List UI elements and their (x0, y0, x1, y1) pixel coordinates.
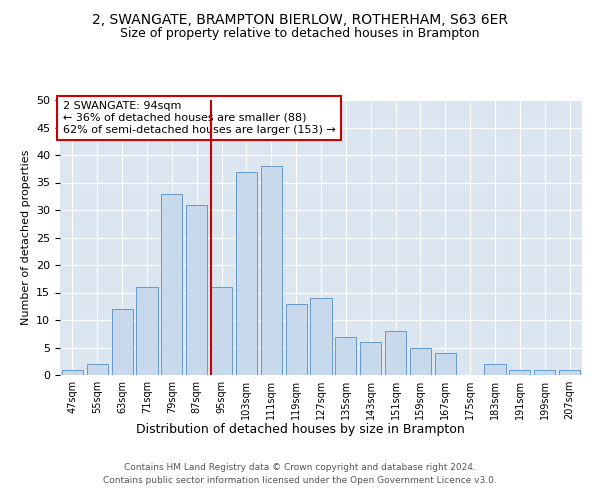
Bar (335, 336, 356, 375)
Text: 2 SWANGATE: 94sqm
← 36% of detached houses are smaller (88)
62% of semi-detached: 2 SWANGATE: 94sqm ← 36% of detached hous… (62, 102, 335, 134)
Text: Distribution of detached houses by size in Brampton: Distribution of detached houses by size … (136, 422, 464, 436)
Bar (385, 331, 406, 375)
Bar (286, 304, 307, 375)
Bar (534, 370, 555, 375)
Bar (410, 348, 431, 375)
Y-axis label: Number of detached properties: Number of detached properties (20, 150, 31, 325)
Bar (136, 287, 158, 375)
Bar (310, 298, 332, 375)
Bar (559, 370, 580, 375)
Bar (509, 370, 530, 375)
Bar (87, 364, 108, 375)
Bar (484, 364, 506, 375)
Bar (112, 309, 133, 375)
Bar (62, 370, 83, 375)
Text: Contains HM Land Registry data © Crown copyright and database right 2024.: Contains HM Land Registry data © Crown c… (124, 462, 476, 471)
Bar (161, 194, 182, 375)
Text: 2, SWANGATE, BRAMPTON BIERLOW, ROTHERHAM, S63 6ER: 2, SWANGATE, BRAMPTON BIERLOW, ROTHERHAM… (92, 12, 508, 26)
Bar (186, 204, 207, 375)
Bar (211, 287, 232, 375)
Bar (435, 353, 456, 375)
Bar (236, 172, 257, 375)
Bar (261, 166, 282, 375)
Text: Size of property relative to detached houses in Brampton: Size of property relative to detached ho… (120, 28, 480, 40)
Text: Contains public sector information licensed under the Open Government Licence v3: Contains public sector information licen… (103, 476, 497, 485)
Bar (360, 342, 381, 375)
